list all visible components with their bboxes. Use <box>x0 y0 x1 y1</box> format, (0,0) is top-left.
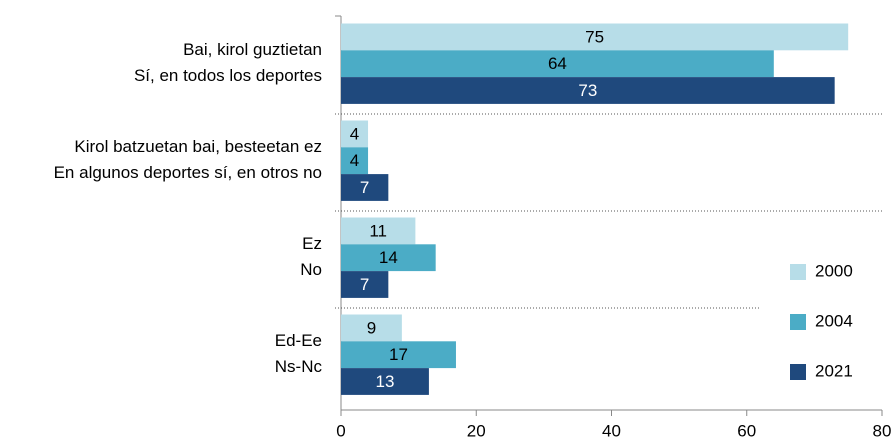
bar <box>341 217 416 245</box>
bar <box>341 368 429 395</box>
x-tick-label: 20 <box>467 421 486 439</box>
data-label: 11 <box>369 221 387 240</box>
bar <box>341 50 774 78</box>
category-label: En algunos deportes sí, en otros no <box>54 163 322 182</box>
data-label: 14 <box>379 248 398 267</box>
data-label: 4 <box>350 151 359 170</box>
x-tick-label: 40 <box>602 421 621 439</box>
data-label: 9 <box>367 318 376 337</box>
bar <box>341 174 389 201</box>
bar <box>341 271 389 298</box>
category-label: No <box>300 260 322 279</box>
bar <box>341 147 369 175</box>
category-label: Sí, en todos los deportes <box>134 66 322 85</box>
data-label: 7 <box>360 275 369 294</box>
x-tick-label: 60 <box>737 421 756 439</box>
legend-swatch <box>790 264 806 280</box>
legend-label: 2021 <box>815 361 853 380</box>
bar <box>341 120 369 148</box>
data-label: 7 <box>360 178 369 197</box>
x-tick-label: 0 <box>336 421 345 439</box>
data-label: 73 <box>578 81 597 100</box>
bar <box>341 341 456 369</box>
data-label: 75 <box>585 27 604 46</box>
category-label: Ns-Nc <box>275 357 323 376</box>
category-label: Bai, kirol guztietan <box>183 40 322 59</box>
bar <box>341 314 402 342</box>
legend-swatch <box>790 314 806 330</box>
data-label: 13 <box>375 372 394 391</box>
data-label: 64 <box>548 54 567 73</box>
data-label: 4 <box>350 124 359 143</box>
x-tick-label: 80 <box>873 421 892 439</box>
bar <box>341 244 436 272</box>
category-label: Kirol batzuetan bai, besteetan ez <box>74 137 322 156</box>
legend-label: 2004 <box>815 311 853 330</box>
bar <box>341 77 835 104</box>
data-label: 17 <box>389 345 408 364</box>
category-label: Ez <box>302 234 322 253</box>
legend-label: 2000 <box>815 261 853 280</box>
category-label: Ed-Ee <box>275 331 322 350</box>
bar <box>341 23 849 51</box>
legend-swatch <box>790 364 806 380</box>
